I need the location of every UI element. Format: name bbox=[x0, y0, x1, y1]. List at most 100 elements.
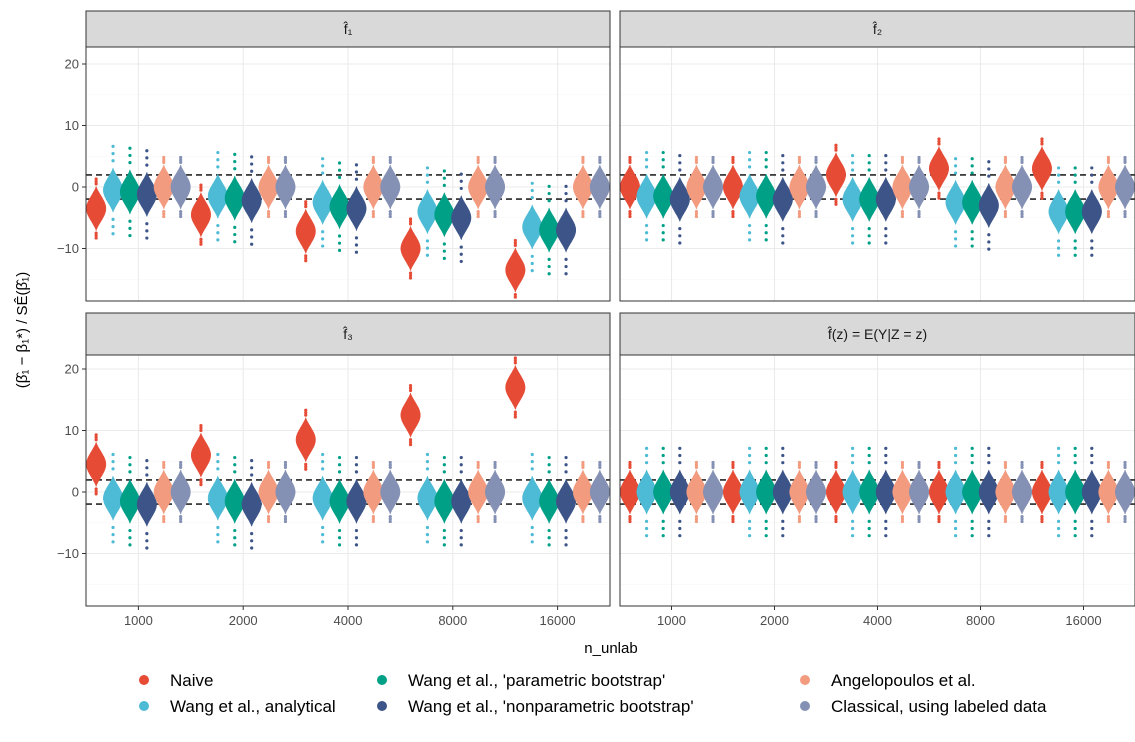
outlier-point bbox=[581, 214, 585, 219]
outlier-point bbox=[850, 154, 855, 158]
outlier-point bbox=[1040, 463, 1044, 467]
outlier-point bbox=[1073, 246, 1077, 250]
outlier-point bbox=[661, 534, 665, 538]
outlier-point bbox=[179, 212, 183, 216]
legend-item: Wang et al., 'nonparametric bootstrap' bbox=[377, 697, 694, 716]
outlier-point bbox=[970, 526, 974, 531]
violin-mark bbox=[485, 469, 506, 515]
legend-swatch bbox=[139, 675, 149, 685]
violin-mark bbox=[1081, 469, 1102, 515]
outlier-point bbox=[442, 183, 446, 187]
outlier-point bbox=[128, 536, 132, 540]
outlier-point bbox=[250, 162, 254, 166]
outlier-point bbox=[1020, 210, 1024, 214]
outlier-point bbox=[233, 536, 237, 540]
outlier-point bbox=[179, 519, 183, 524]
violin-mark bbox=[86, 441, 107, 488]
violin-mark bbox=[842, 176, 863, 223]
outlier-point bbox=[388, 519, 392, 524]
outlier-point bbox=[1090, 446, 1094, 450]
facet-strip bbox=[85, 10, 611, 48]
outlier-point bbox=[598, 515, 602, 519]
outlier-point bbox=[731, 155, 735, 160]
outlier-point bbox=[814, 158, 818, 162]
outlier-point bbox=[970, 171, 974, 175]
outlier-point bbox=[162, 160, 166, 164]
outlier-point bbox=[266, 212, 271, 216]
outlier-point bbox=[425, 246, 430, 250]
outlier-point bbox=[581, 517, 585, 521]
outlier-point bbox=[628, 465, 632, 469]
outlier-point bbox=[337, 536, 342, 540]
outlier-point bbox=[233, 528, 237, 533]
outlier-point bbox=[145, 149, 149, 153]
violin-mark bbox=[892, 469, 913, 515]
outlier-point bbox=[1020, 463, 1024, 467]
outlier-point bbox=[1020, 155, 1024, 160]
outlier-point bbox=[644, 231, 649, 235]
outlier-point bbox=[94, 487, 98, 491]
outlier-point bbox=[304, 413, 308, 417]
outlier-point bbox=[970, 461, 974, 465]
outlier-point bbox=[1090, 461, 1094, 465]
outlier-point bbox=[1106, 210, 1111, 214]
outlier-point bbox=[884, 241, 888, 245]
outlier-point bbox=[216, 533, 220, 537]
violin-mark bbox=[892, 164, 913, 210]
outlier-point bbox=[371, 160, 375, 164]
outlier-point bbox=[408, 440, 413, 444]
violin-mark bbox=[756, 469, 777, 515]
outlier-point bbox=[628, 158, 632, 162]
outlier-point bbox=[970, 446, 974, 450]
outlier-point bbox=[530, 254, 534, 258]
legend-label: Wang et al., 'nonparametric bootstrap' bbox=[408, 697, 694, 716]
outlier-point bbox=[797, 212, 802, 216]
outlier-point bbox=[937, 142, 941, 146]
outlier-point bbox=[678, 234, 682, 238]
outlier-point bbox=[917, 460, 921, 465]
outlier-point bbox=[128, 470, 132, 474]
outlier-point bbox=[1056, 253, 1061, 257]
outlier-point bbox=[476, 465, 480, 469]
outlier-point bbox=[764, 231, 768, 235]
outlier-point bbox=[678, 446, 682, 450]
violin-mark bbox=[686, 164, 707, 210]
outlier-point bbox=[266, 160, 271, 164]
legend: Naive Wang et al., 'parametric bootstrap'… bbox=[139, 671, 1047, 716]
outlier-point bbox=[644, 223, 649, 228]
outlier-point bbox=[1056, 166, 1061, 170]
outlier-point bbox=[1090, 534, 1094, 538]
violin-mark bbox=[636, 469, 657, 515]
outlier-point bbox=[797, 158, 802, 162]
outlier-point bbox=[917, 519, 921, 524]
outlier-point bbox=[1020, 214, 1024, 219]
outlier-point bbox=[408, 271, 413, 275]
outlier-point bbox=[179, 158, 183, 162]
outlier-point bbox=[711, 519, 715, 524]
violin-mark bbox=[153, 164, 174, 210]
outlier-point bbox=[442, 242, 446, 246]
outlier-point bbox=[493, 155, 497, 160]
outlier-point bbox=[598, 210, 602, 214]
outlier-point bbox=[442, 249, 446, 253]
outlier-point bbox=[581, 210, 585, 214]
outlier-point bbox=[731, 210, 735, 214]
outlier-point bbox=[513, 415, 517, 419]
outlier-point bbox=[354, 528, 359, 533]
outlier-point bbox=[337, 168, 342, 172]
outlier-point bbox=[547, 272, 551, 276]
outlier-point bbox=[233, 232, 237, 237]
outlier-point bbox=[644, 150, 649, 155]
outlier-point bbox=[1123, 155, 1127, 160]
y-tick-label: 0 bbox=[72, 485, 79, 500]
outlier-point bbox=[598, 212, 602, 216]
violin-mark bbox=[739, 173, 760, 220]
outlier-point bbox=[145, 539, 149, 543]
outlier-point bbox=[797, 155, 802, 160]
outlier-point bbox=[425, 173, 430, 177]
outlier-point bbox=[442, 455, 446, 460]
violin-mark bbox=[806, 164, 827, 210]
outlier-point bbox=[354, 177, 359, 181]
outlier-point bbox=[900, 460, 905, 465]
violin-mark bbox=[825, 469, 846, 515]
